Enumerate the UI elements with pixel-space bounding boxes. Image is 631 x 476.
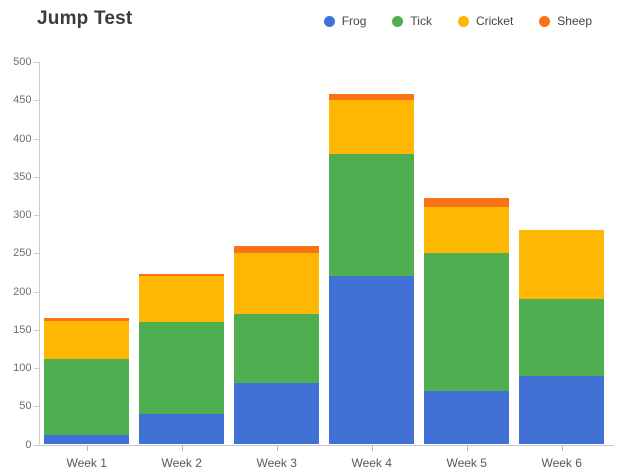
legend-swatch-sheep (539, 15, 551, 27)
x-axis-label-week-3: Week 3 (256, 455, 297, 470)
bar-segment-cricket-week-5[interactable] (424, 207, 510, 254)
bar-segment-frog-week-3[interactable] (234, 383, 320, 445)
x-axis-line (33, 444, 614, 446)
bar-segment-cricket-week-1[interactable] (44, 320, 130, 359)
y-axis-label: 50 (19, 400, 32, 413)
bar-segment-cricket-week-6[interactable] (519, 230, 605, 300)
bar-segment-frog-week-4[interactable] (329, 276, 415, 445)
y-axis-label: 250 (13, 247, 32, 260)
x-axis-label-week-2: Week 2 (161, 455, 202, 470)
x-axis-tick (86, 444, 88, 451)
bar-segment-cricket-week-4[interactable] (329, 100, 415, 154)
x-axis-tick (371, 444, 373, 451)
bar-segment-tick-week-1[interactable] (44, 358, 130, 436)
y-axis-tick (33, 291, 39, 293)
bar-segment-cricket-week-3[interactable] (234, 253, 320, 315)
legend-item-tick[interactable]: Tick (392, 14, 432, 28)
bar-segment-tick-week-6[interactable] (519, 299, 605, 376)
y-axis-label: 500 (13, 56, 32, 68)
y-axis-tick (33, 100, 39, 102)
x-axis-label-week-1: Week 1 (66, 455, 107, 470)
legend-item-cricket[interactable]: Cricket (457, 14, 514, 28)
y-axis-label: 200 (13, 285, 32, 298)
y-axis-tick (33, 215, 39, 216)
y-axis-line (38, 62, 40, 445)
y-axis-tick (33, 62, 39, 63)
legend-label: Sheep (557, 14, 592, 28)
legend-label: Cricket (475, 14, 514, 28)
bar-segment-sheep-week-4[interactable] (329, 94, 415, 101)
legend-swatch-tick (392, 15, 404, 27)
legend-swatch-cricket (457, 15, 469, 27)
bar-segment-sheep-week-2[interactable] (139, 273, 225, 277)
legend: Frog Tick Cricket Sheep (323, 14, 592, 28)
bar-segment-tick-week-3[interactable] (234, 314, 320, 384)
x-axis-tick (561, 444, 563, 451)
bar-segment-cricket-week-2[interactable] (139, 276, 225, 323)
x-axis-tick (276, 444, 278, 451)
legend-label: Tick (410, 14, 432, 28)
y-axis-tick (33, 138, 39, 140)
y-axis-label: 0 (25, 438, 32, 451)
legend-item-frog[interactable]: Frog (323, 14, 367, 28)
y-axis-label: 450 (13, 94, 32, 107)
bar-segment-frog-week-1[interactable] (44, 435, 130, 445)
bar-segment-sheep-week-1[interactable] (44, 318, 130, 321)
legend-item-sheep[interactable]: Sheep (539, 14, 592, 28)
y-axis-tick (33, 176, 39, 178)
bar-segment-frog-week-2[interactable] (139, 413, 225, 445)
y-axis-label: 400 (13, 132, 32, 145)
y-axis-label: 300 (13, 209, 32, 221)
y-axis-tick (33, 406, 39, 408)
y-axis-label: 350 (13, 170, 32, 183)
bar-segment-sheep-week-3[interactable] (234, 245, 320, 254)
bar-segment-tick-week-4[interactable] (329, 153, 415, 277)
bar-segment-tick-week-2[interactable] (139, 322, 225, 414)
x-axis-label-week-5: Week 5 (446, 455, 487, 470)
legend-label: Frog (341, 14, 367, 28)
legend-swatch-frog (323, 15, 335, 27)
y-axis-tick (33, 253, 39, 255)
y-axis-tick (33, 368, 39, 369)
x-axis-tick (466, 444, 468, 451)
x-axis-tick (181, 444, 183, 451)
bar-segment-frog-week-5[interactable] (424, 390, 510, 445)
bar-segment-tick-week-5[interactable] (424, 253, 510, 391)
bar-segment-sheep-week-5[interactable] (424, 198, 510, 208)
y-axis-label: 150 (13, 323, 32, 336)
y-axis-label: 100 (13, 362, 32, 374)
x-axis-label-week-6: Week 6 (541, 455, 582, 470)
y-axis-tick (33, 329, 39, 331)
chart-title: Jump Test (37, 8, 133, 29)
bar-segment-frog-week-6[interactable] (519, 375, 605, 445)
x-axis-label-week-4: Week 4 (351, 455, 392, 470)
